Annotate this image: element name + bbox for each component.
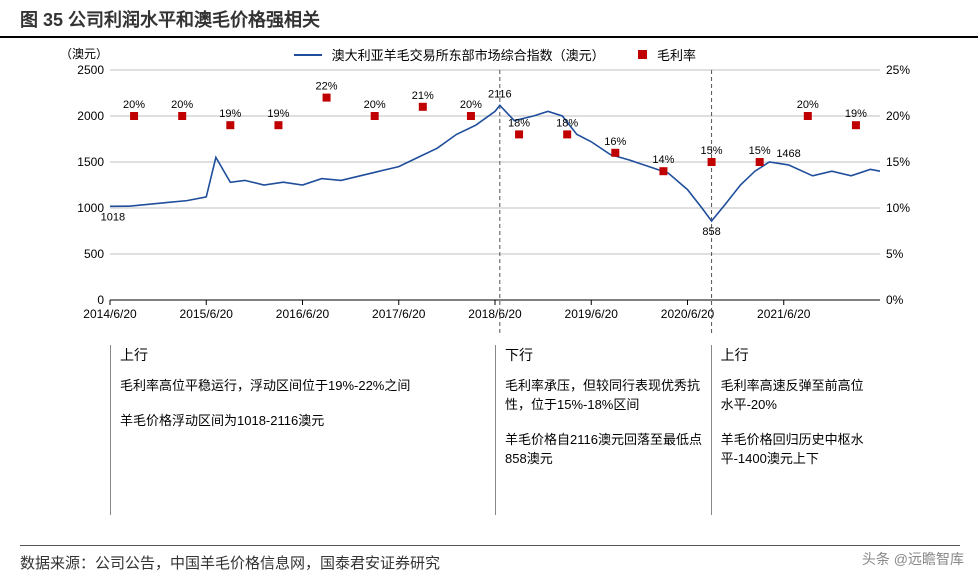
svg-text:15%: 15%	[701, 145, 723, 157]
phase-text: 羊毛价格自2116澳元回落至最低点858澳元	[505, 431, 707, 469]
figure-35: 图 35 公司利润水平和澳毛价格强相关 （澳元） 澳大利亚羊毛交易所东部市场综合…	[0, 0, 978, 585]
svg-text:2020/6/20: 2020/6/20	[661, 307, 715, 321]
legend: 澳大利亚羊毛交易所东部市场综合指数（澳元） 毛利率	[60, 45, 930, 64]
svg-text:14%: 14%	[652, 154, 674, 166]
legend-square-label: 毛利率	[657, 45, 696, 64]
svg-text:20%: 20%	[123, 99, 145, 111]
svg-text:5%: 5%	[886, 247, 904, 261]
phase-text: 毛利率高速反弹至前高位水平-20%	[721, 377, 876, 415]
legend-line-swatch	[294, 54, 322, 56]
source-line: 数据来源：公司公告，中国羊毛价格信息网，国泰君安证券研究	[20, 545, 960, 573]
svg-text:19%: 19%	[845, 108, 867, 120]
phase-column: 上行毛利率高速反弹至前高位水平-20% 羊毛价格回归历史中枢水平-1400澳元上下	[721, 345, 876, 484]
svg-text:10%: 10%	[886, 201, 910, 215]
svg-text:20%: 20%	[460, 99, 482, 111]
svg-text:20%: 20%	[797, 99, 819, 111]
svg-text:2017/6/20: 2017/6/20	[372, 307, 426, 321]
svg-text:20%: 20%	[171, 99, 193, 111]
svg-text:2018/6/20: 2018/6/20	[468, 307, 522, 321]
phase-text: 毛利率承压，但较同行表现优秀抗性，位于15%-18%区间	[505, 377, 707, 415]
phase-head: 上行	[721, 345, 876, 365]
svg-text:20%: 20%	[886, 109, 910, 123]
phase-column: 上行毛利率高位平稳运行，浮动区间位于19%-22%之间羊毛价格浮动区间为1018…	[120, 345, 491, 447]
legend-line-label: 澳大利亚羊毛交易所东部市场综合指数（澳元）	[332, 45, 605, 64]
svg-text:15%: 15%	[886, 155, 910, 169]
phase-text: 羊毛价格浮动区间为1018-2116澳元	[120, 412, 491, 431]
chart-title: 图 35 公司利润水平和澳毛价格强相关	[0, 0, 978, 38]
svg-text:0%: 0%	[886, 293, 904, 307]
legend-square-swatch	[638, 50, 647, 59]
svg-text:18%: 18%	[556, 117, 578, 129]
svg-text:500: 500	[84, 247, 104, 261]
svg-text:1018: 1018	[101, 211, 125, 223]
phase-head: 上行	[120, 345, 491, 365]
svg-text:1500: 1500	[77, 155, 104, 169]
svg-text:2015/6/20: 2015/6/20	[180, 307, 234, 321]
watermark: 头条 @远瞻智库	[862, 549, 964, 569]
svg-text:2021/6/20: 2021/6/20	[757, 307, 811, 321]
svg-text:2014/6/20: 2014/6/20	[83, 307, 137, 321]
svg-text:16%: 16%	[604, 136, 626, 148]
svg-text:21%: 21%	[412, 90, 434, 102]
phase-text: 羊毛价格回归历史中枢水平-1400澳元上下	[721, 431, 876, 469]
phase-column: 下行毛利率承压，但较同行表现优秀抗性，位于15%-18%区间羊毛价格自2116澳…	[505, 345, 707, 484]
svg-text:19%: 19%	[267, 108, 289, 120]
svg-text:2116: 2116	[488, 88, 512, 100]
phase-annotations: 上行毛利率高位平稳运行，浮动区间位于19%-22%之间羊毛价格浮动区间为1018…	[60, 345, 930, 525]
svg-text:25%: 25%	[886, 63, 910, 77]
svg-text:2016/6/20: 2016/6/20	[276, 307, 330, 321]
svg-text:22%: 22%	[316, 81, 338, 93]
svg-text:18%: 18%	[508, 117, 530, 129]
svg-text:15%: 15%	[749, 145, 771, 157]
svg-text:0: 0	[97, 293, 104, 307]
svg-text:1468: 1468	[776, 148, 800, 160]
svg-text:2000: 2000	[77, 109, 104, 123]
svg-text:19%: 19%	[219, 108, 241, 120]
chart-svg: 050010001500200025000%5%10%15%20%25%2014…	[60, 45, 930, 335]
phase-head: 下行	[505, 345, 707, 365]
chart-area: （澳元） 澳大利亚羊毛交易所东部市场综合指数（澳元） 毛利率 050010001…	[60, 45, 930, 335]
svg-text:858: 858	[702, 226, 720, 238]
svg-text:2019/6/20: 2019/6/20	[565, 307, 619, 321]
phase-text: 毛利率高位平稳运行，浮动区间位于19%-22%之间	[120, 377, 491, 396]
svg-text:20%: 20%	[364, 99, 386, 111]
svg-text:2500: 2500	[77, 63, 104, 77]
